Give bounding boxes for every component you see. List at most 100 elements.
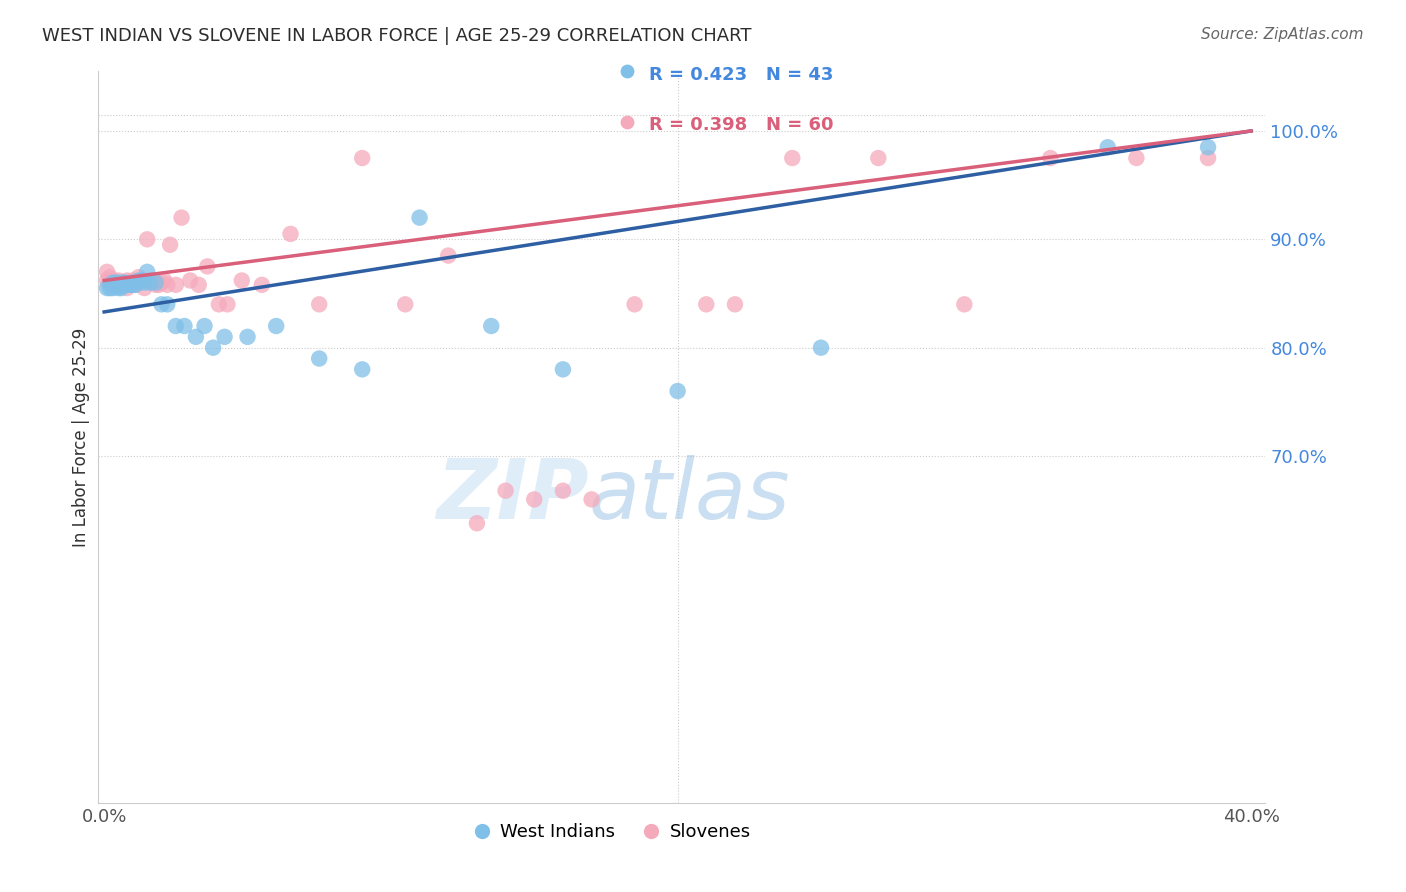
Point (136, 265, 159, 279)
Point (134, 281, 156, 295)
Point (145, 277, 167, 292)
Point (136, 232, 159, 246)
Legend: West Indians, Slovenes: West Indians, Slovenes (465, 816, 758, 848)
Point (107, 276, 129, 290)
Point (165, 318, 187, 333)
Point (156, 297, 179, 311)
Point (1197, 151, 1219, 165)
Point (810, 341, 832, 355)
Point (110, 277, 132, 292)
Point (131, 273, 153, 287)
Point (101, 276, 124, 290)
Point (96, 273, 118, 287)
Point (145, 276, 167, 290)
Point (184, 330, 207, 344)
Point (156, 277, 179, 292)
Text: Source: ZipAtlas.com: Source: ZipAtlas.com (1201, 27, 1364, 42)
Point (121, 277, 143, 292)
Point (523, 492, 546, 507)
Point (110, 277, 132, 292)
Point (112, 277, 135, 292)
Point (139, 276, 162, 290)
Point (98, 281, 121, 295)
Point (139, 273, 162, 287)
Point (112, 276, 135, 290)
Point (308, 351, 330, 366)
Point (125, 277, 148, 292)
Point (101, 281, 124, 295)
Point (231, 273, 253, 287)
Point (264, 318, 287, 333)
Point (159, 237, 181, 252)
Point (394, 297, 416, 311)
Point (195, 260, 218, 274)
Point (101, 273, 124, 287)
Point (173, 318, 195, 333)
Point (208, 297, 231, 311)
Point (165, 277, 187, 292)
Point (112, 276, 135, 290)
Point (101, 277, 124, 292)
Point (107, 281, 129, 295)
Point (953, 297, 976, 311)
Point (551, 362, 574, 376)
Point (695, 297, 717, 311)
Point (121, 277, 143, 292)
Point (131, 273, 153, 287)
Point (217, 297, 239, 311)
Point (170, 211, 193, 225)
Point (551, 483, 574, 498)
Point (128, 273, 150, 287)
Point (104, 276, 127, 290)
Point (121, 276, 143, 290)
Point (437, 249, 460, 263)
Point (96, 265, 118, 279)
Text: R = 0.423   N = 43: R = 0.423 N = 43 (648, 66, 834, 84)
Text: atlas: atlas (589, 455, 790, 536)
Point (115, 277, 138, 292)
Point (115, 273, 138, 287)
Point (1125, 151, 1147, 165)
Point (107, 279, 129, 293)
Point (104, 277, 127, 292)
Point (666, 384, 689, 398)
Point (280, 227, 302, 241)
Point (623, 297, 645, 311)
Point (724, 297, 747, 311)
Point (125, 277, 148, 292)
Point (193, 318, 215, 333)
Point (408, 211, 430, 225)
Point (150, 297, 173, 311)
Point (214, 330, 236, 344)
Point (134, 276, 156, 290)
Point (465, 516, 488, 531)
Point (104, 276, 127, 290)
Point (1097, 140, 1119, 154)
Y-axis label: In Labor Force | Age 25-29: In Labor Force | Age 25-29 (72, 327, 90, 547)
Point (115, 281, 138, 295)
Point (250, 277, 273, 292)
Point (187, 277, 209, 292)
Point (112, 276, 135, 290)
Point (153, 273, 176, 287)
Point (118, 277, 141, 292)
Point (581, 492, 603, 507)
Point (98, 270, 121, 285)
Point (121, 273, 143, 287)
Point (118, 277, 141, 292)
Point (150, 276, 173, 290)
Text: R = 0.398   N = 60: R = 0.398 N = 60 (648, 116, 834, 134)
Point (110, 281, 132, 295)
Point (142, 273, 165, 287)
Point (179, 273, 201, 287)
Point (352, 362, 374, 376)
Point (495, 483, 517, 498)
Point (202, 341, 225, 355)
Point (782, 151, 804, 165)
Point (616, 114, 638, 128)
Point (352, 151, 374, 165)
Point (308, 297, 330, 311)
Point (1197, 140, 1219, 154)
Point (236, 330, 259, 344)
Point (104, 277, 127, 292)
